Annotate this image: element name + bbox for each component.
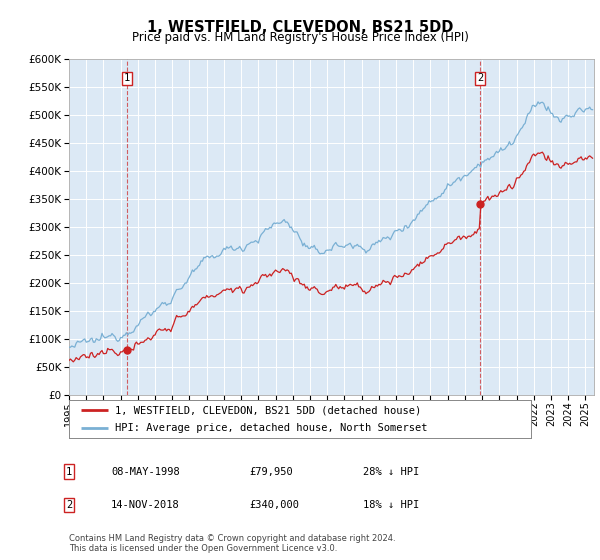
Text: 18% ↓ HPI: 18% ↓ HPI — [363, 500, 419, 510]
Text: 08-MAY-1998: 08-MAY-1998 — [111, 466, 180, 477]
Text: 1, WESTFIELD, CLEVEDON, BS21 5DD (detached house): 1, WESTFIELD, CLEVEDON, BS21 5DD (detach… — [115, 405, 421, 415]
Text: HPI: Average price, detached house, North Somerset: HPI: Average price, detached house, Nort… — [115, 423, 428, 433]
Text: £340,000: £340,000 — [249, 500, 299, 510]
Text: 1, WESTFIELD, CLEVEDON, BS21 5DD: 1, WESTFIELD, CLEVEDON, BS21 5DD — [147, 20, 453, 35]
Text: Price paid vs. HM Land Registry's House Price Index (HPI): Price paid vs. HM Land Registry's House … — [131, 31, 469, 44]
Text: 14-NOV-2018: 14-NOV-2018 — [111, 500, 180, 510]
Text: 1: 1 — [66, 466, 72, 477]
Text: 2: 2 — [66, 500, 72, 510]
Text: Contains HM Land Registry data © Crown copyright and database right 2024.
This d: Contains HM Land Registry data © Crown c… — [69, 534, 395, 553]
Text: 28% ↓ HPI: 28% ↓ HPI — [363, 466, 419, 477]
Text: 2: 2 — [477, 73, 483, 83]
Text: £79,950: £79,950 — [249, 466, 293, 477]
Text: 1: 1 — [124, 73, 130, 83]
